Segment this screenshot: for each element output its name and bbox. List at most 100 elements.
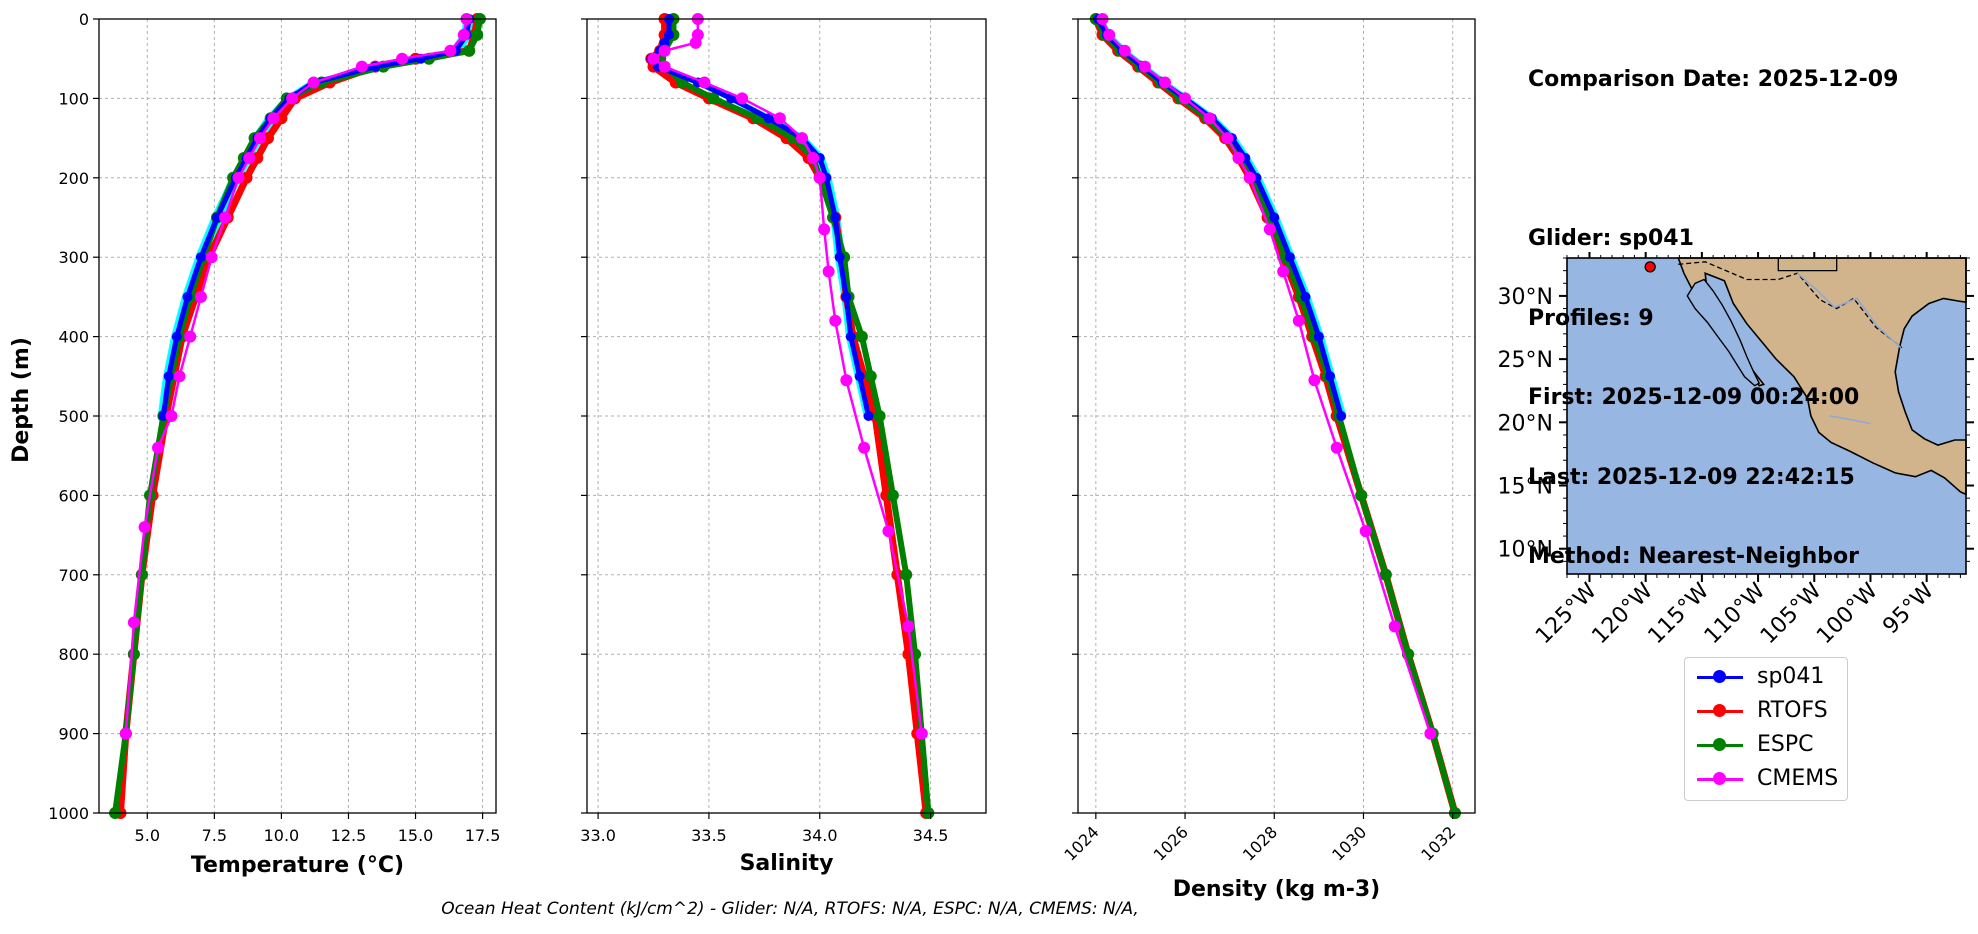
data-point-sp041 bbox=[182, 291, 193, 302]
data-point-cmems bbox=[307, 76, 320, 89]
x-axis-label: Salinity bbox=[740, 851, 834, 876]
data-point-cmems bbox=[807, 151, 820, 164]
data-point-sp041 bbox=[1325, 371, 1336, 382]
data-point-cmems bbox=[689, 36, 702, 49]
comparison-date: Comparison Date: 2025-12-09 bbox=[1528, 67, 1899, 92]
data-point-sp041 bbox=[1269, 212, 1280, 223]
data-point-espc bbox=[463, 44, 476, 57]
map-border-us-mexico bbox=[1678, 261, 1903, 349]
glider-profile-line bbox=[1093, 18, 1339, 417]
comparison-info: Comparison Date: 2025-12-09 Glider: sp04… bbox=[1528, 14, 1898, 597]
glider-name: Glider: sp041 bbox=[1528, 226, 1694, 251]
data-point-espc bbox=[707, 92, 720, 105]
profile-count: Profiles: 9 bbox=[1528, 305, 1654, 331]
y-tick-label: 600 bbox=[58, 486, 89, 505]
series-line-sp041 bbox=[1095, 17, 1344, 417]
data-point-espc bbox=[471, 28, 484, 41]
data-point-cmems bbox=[1308, 374, 1321, 387]
data-point-cmems bbox=[127, 616, 140, 629]
data-point-cmems bbox=[1138, 60, 1151, 73]
data-point-cmems bbox=[243, 151, 256, 164]
data-point-sp041 bbox=[830, 212, 841, 223]
y-tick-label: 800 bbox=[58, 645, 89, 664]
x-tick-label: 1032 bbox=[1417, 822, 1459, 864]
data-point-cmems bbox=[902, 620, 915, 633]
glider-profile-line bbox=[1095, 18, 1342, 417]
data-point-cmems bbox=[1203, 112, 1216, 125]
data-point-cmems bbox=[232, 171, 245, 184]
map-y-tick-label: 30°N bbox=[1498, 285, 1553, 310]
data-point-cmems bbox=[1424, 727, 1437, 740]
depth-axis-label: Depth (m) bbox=[9, 337, 34, 463]
x-tick-label: 34.5 bbox=[913, 826, 949, 845]
profile-panel-2: 33.0 33.5 34.0 34.5 Salinity bbox=[580, 13, 987, 876]
data-point-cmems bbox=[915, 727, 928, 740]
y-tick-label: 400 bbox=[58, 328, 89, 347]
data-point-cmems bbox=[1103, 28, 1116, 41]
data-point-cmems bbox=[773, 112, 786, 125]
data-point-cmems bbox=[1158, 76, 1171, 89]
data-point-sp041 bbox=[212, 212, 223, 223]
data-point-sp041 bbox=[163, 371, 174, 382]
data-point-cmems bbox=[138, 521, 151, 534]
data-point-cmems bbox=[829, 314, 842, 327]
data-point-cmems bbox=[822, 265, 835, 278]
y-tick-label: 100 bbox=[58, 89, 89, 108]
data-point-sp041 bbox=[863, 411, 874, 421]
data-point-sp041 bbox=[845, 331, 856, 342]
legend-label-sp041: sp041 bbox=[1757, 664, 1825, 689]
profile-panel-3: 1024 1026 1028 1030 1032 Density (kg m-3) bbox=[1060, 13, 1476, 902]
legend: sp041 RTOFS ESPC CMEMS bbox=[1684, 657, 1848, 801]
x-tick-label: 1028 bbox=[1239, 822, 1281, 864]
profile-panel-1: 5.0 7.5 10.0 12.5 15.0 17.5 0 100 200 300 400 500 60… bbox=[48, 10, 500, 878]
x-tick-label: 15.0 bbox=[398, 826, 434, 845]
data-point-cmems bbox=[165, 410, 178, 422]
data-point-cmems bbox=[1118, 44, 1131, 57]
x-tick-label: 34.0 bbox=[802, 826, 838, 845]
data-point-cmems bbox=[1221, 132, 1234, 145]
data-point-sp041 bbox=[664, 29, 675, 40]
legend-marker-sp041 bbox=[1713, 670, 1726, 683]
y-tick-label: 300 bbox=[58, 248, 89, 267]
data-point-cmems bbox=[1388, 620, 1401, 633]
data-point-sp041 bbox=[834, 252, 845, 263]
legend-marker-espc bbox=[1713, 738, 1726, 751]
data-point-cmems bbox=[1359, 525, 1372, 538]
data-point-cmems bbox=[194, 290, 207, 303]
y-tick-label: 500 bbox=[58, 407, 89, 426]
series-line-cmems bbox=[1101, 18, 1432, 734]
data-point-cmems bbox=[1179, 92, 1192, 105]
x-tick-label: 5.0 bbox=[135, 826, 160, 845]
data-point-espc bbox=[873, 410, 886, 422]
data-point-sp041 bbox=[158, 411, 169, 421]
data-point-sp041 bbox=[171, 331, 182, 342]
legend-label-rtofs: RTOFS bbox=[1757, 698, 1828, 723]
data-point-cmems bbox=[647, 52, 660, 65]
data-point-espc bbox=[855, 330, 868, 343]
x-tick-label: 1026 bbox=[1150, 822, 1192, 864]
map-frame bbox=[1566, 257, 1967, 575]
map-state-border bbox=[1777, 258, 1838, 272]
y-tick-label: 0 bbox=[79, 10, 89, 29]
glider-profile-line bbox=[1098, 18, 1344, 417]
map-y-tick-label: 20°N bbox=[1498, 411, 1553, 436]
data-point-sp041 bbox=[1284, 252, 1295, 263]
data-point-cmems bbox=[355, 60, 368, 73]
data-point-cmems bbox=[1330, 441, 1343, 454]
map-gulf-of-california bbox=[1686, 278, 1761, 387]
glider-profile-line bbox=[1094, 18, 1340, 417]
glider-profile-line bbox=[1096, 18, 1343, 417]
data-point-cmems bbox=[818, 223, 831, 236]
data-point-sp041 bbox=[763, 113, 774, 124]
data-point-cmems bbox=[1243, 171, 1256, 184]
series-line-cmems bbox=[652, 19, 923, 734]
y-tick-label: 700 bbox=[58, 566, 89, 585]
data-point-sp041 bbox=[1336, 411, 1347, 421]
glider-location-marker bbox=[1644, 261, 1656, 273]
data-point-cmems bbox=[1277, 265, 1290, 278]
data-point-espc bbox=[127, 648, 140, 661]
y-tick-label: 900 bbox=[58, 725, 89, 744]
glider-location-map: 125°W120°W115°W110°W105°W100°W95°W10°N15… bbox=[1498, 252, 1974, 649]
y-tick-label: 1000 bbox=[48, 804, 89, 823]
